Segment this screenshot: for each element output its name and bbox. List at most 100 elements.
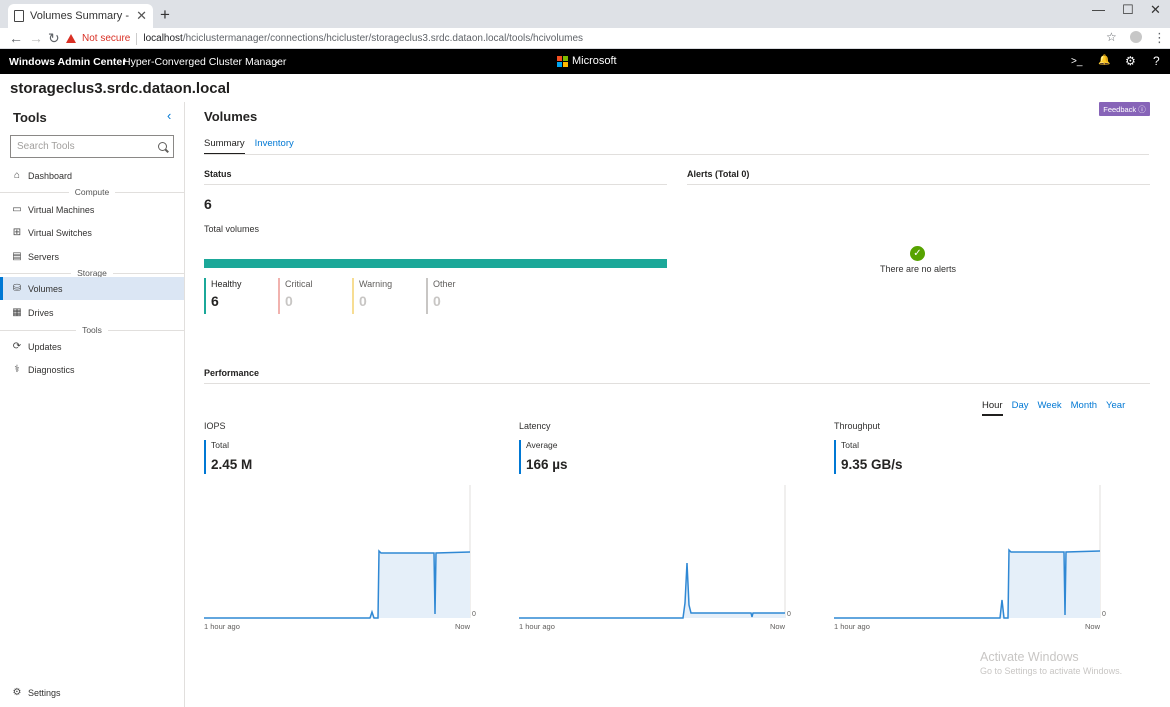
url-host: localhost xyxy=(143,33,183,44)
tab-inventory[interactable]: Inventory xyxy=(254,138,294,149)
sidebar-item-virtual-machines[interactable]: ▭ Virtual Machines xyxy=(0,198,184,221)
time-range-tabs: Hour Day Week Month Year xyxy=(982,400,1125,416)
iops-stat-value: 2.45 M xyxy=(211,457,253,472)
profile-avatar-icon[interactable] xyxy=(1130,31,1142,43)
server-icon: ▤ xyxy=(12,251,22,262)
volume-icon: ⛁ xyxy=(12,283,22,294)
watermark-title: Activate Windows xyxy=(980,650,1079,664)
search-tools-box[interactable] xyxy=(10,135,174,158)
throughput-stat: Total 9.35 GB/s xyxy=(834,440,903,474)
sidebar-item-dashboard[interactable]: ⌂ Dashboard xyxy=(0,164,184,187)
chevron-down-icon[interactable]: ⌄ xyxy=(273,55,281,65)
virtual-machine-icon: ▭ xyxy=(12,204,22,215)
tile-label: Critical xyxy=(285,279,313,289)
brand-name: Microsoft xyxy=(572,55,617,67)
throughput-line xyxy=(834,548,1101,619)
throughput-stat-value: 9.35 GB/s xyxy=(841,457,903,472)
sidebar-item-drives[interactable]: ▦ Drives xyxy=(0,301,184,324)
tile-label: Warning xyxy=(359,279,393,289)
browser-menu-icon[interactable]: ⋮ xyxy=(1153,30,1166,45)
group-label-tools: Tools xyxy=(0,325,184,335)
total-volumes-caption: Total volumes xyxy=(204,224,260,234)
iops-chart[interactable]: 0 xyxy=(204,485,484,620)
updates-icon: ⟳ xyxy=(12,341,22,352)
main-content: Volumes Feedback ⓘ Summary Inventory Sta… xyxy=(185,102,1170,707)
sidebar-item-label: Volumes xyxy=(28,283,63,294)
notifications-icon[interactable]: 🔔 xyxy=(1098,55,1111,66)
settings-icon[interactable]: ⚙ xyxy=(1125,54,1136,68)
latency-chart[interactable]: 0 xyxy=(519,485,799,620)
sidebar-item-settings[interactable]: ⚙ Settings xyxy=(12,687,61,698)
drive-icon: ▦ xyxy=(12,307,22,318)
sidebar-item-label: Servers xyxy=(28,251,60,262)
back-icon[interactable]: ← xyxy=(9,30,23,46)
range-month[interactable]: Month xyxy=(1070,400,1098,411)
server-name: storageclus3.srdc.dataon.local xyxy=(10,80,231,97)
collapse-icon[interactable]: ‹ xyxy=(167,108,172,123)
new-tab-icon[interactable]: + xyxy=(160,5,170,24)
microsoft-logo-icon xyxy=(557,56,568,67)
range-day[interactable]: Day xyxy=(1011,400,1029,411)
browser-tab[interactable]: Volumes Summary - Volumes - H ✕ xyxy=(8,4,153,28)
powershell-icon[interactable]: >_ xyxy=(1071,56,1083,67)
latency-x-start: 1 hour ago xyxy=(519,622,555,631)
forward-icon[interactable]: → xyxy=(29,30,43,46)
latency-stat: Average 166 µs xyxy=(519,440,568,474)
tools-sidebar: Tools ‹ ⌂ Dashboard Compute ▭ Virtual Ma… xyxy=(0,102,185,707)
latency-area xyxy=(519,563,785,618)
no-alerts-message: There are no alerts xyxy=(879,264,957,274)
status-divider xyxy=(204,184,667,185)
view-tabs: Summary Inventory xyxy=(204,138,294,155)
throughput-chart[interactable]: 0 xyxy=(834,485,1114,620)
latency-zero-label: 0 xyxy=(787,611,791,618)
tile-label: Other xyxy=(433,279,456,289)
total-volumes-count: 6 xyxy=(204,196,212,212)
bookmark-star-icon[interactable]: ☆ xyxy=(1106,30,1117,44)
throughput-title: Throughput xyxy=(834,421,881,431)
latency-x-end: Now xyxy=(770,622,786,631)
warning-tile[interactable]: Warning 0 xyxy=(352,278,392,314)
iops-zero-label: 0 xyxy=(472,611,476,618)
url-field[interactable]: Not secure localhost/hciclustermanager/c… xyxy=(66,30,1122,47)
throughput-x-start: 1 hour ago xyxy=(834,622,870,631)
help-icon[interactable]: ? xyxy=(1153,54,1160,68)
context-switcher[interactable]: Hyper-Converged Cluster Manager xyxy=(123,56,287,68)
app-title[interactable]: Windows Admin Center xyxy=(9,56,127,68)
activate-windows-watermark: Activate Windows Go to Settings to activ… xyxy=(980,650,1122,676)
sidebar-item-diagnostics[interactable]: ⚕ Diagnostics xyxy=(0,358,184,381)
critical-tile[interactable]: Critical 0 xyxy=(278,278,313,314)
performance-title: Performance xyxy=(204,368,260,378)
warning-icon xyxy=(66,34,76,43)
group-label-compute: Compute xyxy=(0,187,184,197)
sidebar-item-servers[interactable]: ▤ Servers xyxy=(0,245,184,268)
other-tile[interactable]: Other 0 xyxy=(426,278,456,314)
search-icon[interactable] xyxy=(158,142,167,151)
not-secure-label[interactable]: Not secure xyxy=(82,33,131,44)
throughput-x-end: Now xyxy=(1085,622,1101,631)
sidebar-item-label: Virtual Machines xyxy=(28,204,95,215)
iops-title: IOPS xyxy=(204,421,226,431)
reload-icon[interactable]: ↻ xyxy=(48,30,60,46)
sidebar-item-label: Virtual Switches xyxy=(28,227,92,238)
healthy-tile[interactable]: Healthy 6 xyxy=(204,278,242,314)
sidebar-item-volumes[interactable]: ⛁ Volumes xyxy=(0,277,184,300)
sidebar-item-updates[interactable]: ⟳ Updates xyxy=(0,335,184,358)
minimize-icon[interactable]: — xyxy=(1092,2,1105,17)
health-bar xyxy=(204,259,667,268)
window-close-icon[interactable]: ✕ xyxy=(1150,2,1161,17)
performance-divider xyxy=(204,383,1150,384)
search-input[interactable] xyxy=(17,141,158,152)
page-title: Volumes xyxy=(204,109,258,124)
range-year[interactable]: Year xyxy=(1106,400,1126,411)
range-week[interactable]: Week xyxy=(1037,400,1062,411)
tile-label: Healthy xyxy=(211,279,242,289)
iops-stat-label: Total xyxy=(211,440,229,450)
tab-close-icon[interactable]: ✕ xyxy=(136,8,147,23)
tab-summary[interactable]: Summary xyxy=(204,138,245,155)
sidebar-item-virtual-switches[interactable]: ⊞ Virtual Switches xyxy=(0,221,184,244)
range-hour[interactable]: Hour xyxy=(982,400,1003,416)
maximize-icon[interactable]: ☐ xyxy=(1122,2,1134,17)
sidebar-item-label: Diagnostics xyxy=(28,364,75,375)
feedback-button[interactable]: Feedback ⓘ xyxy=(1099,102,1150,116)
throughput-stat-label: Total xyxy=(841,440,859,450)
